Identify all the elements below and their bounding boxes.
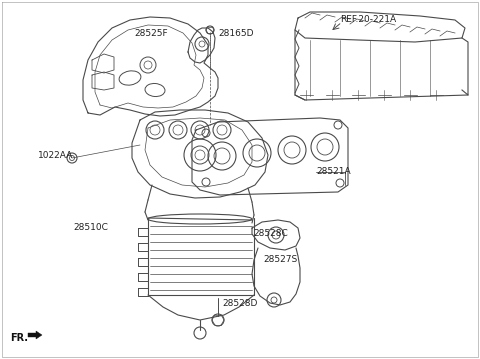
Text: 28525F: 28525F xyxy=(134,29,168,38)
Text: 28510C: 28510C xyxy=(73,224,108,233)
Text: FR.: FR. xyxy=(10,333,28,343)
Text: 28165D: 28165D xyxy=(218,29,253,38)
Text: 28521A: 28521A xyxy=(316,168,350,177)
Polygon shape xyxy=(28,331,42,339)
Text: 28528C: 28528C xyxy=(253,228,288,238)
Text: 28528D: 28528D xyxy=(222,298,257,308)
Text: REF.20-221A: REF.20-221A xyxy=(340,15,396,24)
Text: 1022AA: 1022AA xyxy=(38,150,73,159)
Text: 28527S: 28527S xyxy=(263,256,297,265)
